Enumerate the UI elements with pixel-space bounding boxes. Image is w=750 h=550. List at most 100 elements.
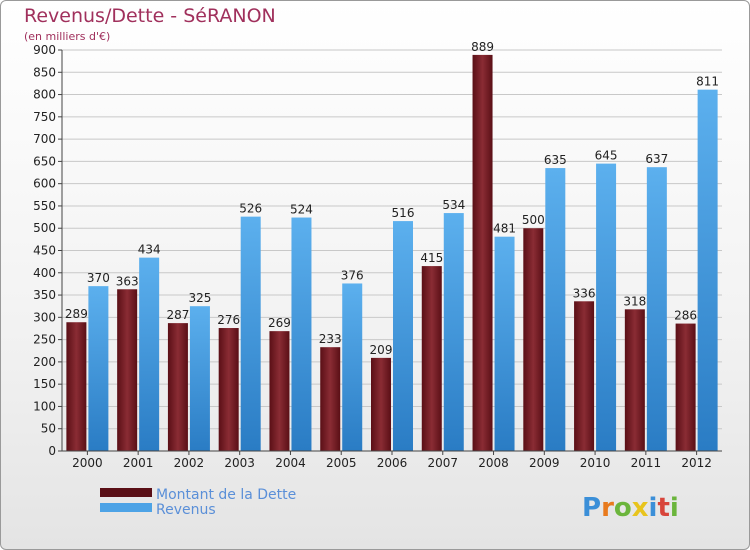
bar-debt-2003: [218, 328, 239, 451]
y-tick-label: 450: [33, 244, 56, 258]
legend-label-revenus: Revenus: [156, 502, 216, 518]
value-label-revenus-2006: 516: [392, 206, 415, 220]
x-tick-label-2002: 2002: [174, 456, 205, 470]
legend-label-debt: Montant de la Dette: [156, 487, 296, 503]
y-tick-label: 750: [33, 110, 56, 124]
x-tick-label-2011: 2011: [631, 456, 662, 470]
bar-revenus-2002: [189, 306, 210, 451]
y-tick-label: 300: [33, 310, 56, 324]
value-label-revenus-2008: 481: [493, 222, 516, 236]
value-label-revenus-2000: 370: [87, 271, 110, 285]
y-tick-label: 150: [33, 377, 56, 391]
value-label-debt-2004: 269: [268, 316, 291, 330]
value-label-revenus-2007: 534: [442, 198, 465, 212]
value-label-debt-2005: 233: [319, 332, 342, 346]
value-label-debt-2003: 276: [217, 313, 240, 327]
value-label-revenus-2001: 434: [138, 243, 161, 257]
y-tick-label: 550: [33, 199, 56, 213]
bar-revenus-2012: [697, 89, 718, 451]
chart-subtitle: (en milliers d'€): [24, 30, 110, 43]
x-axis-ticks: 2000 2001 2002 2003 2004 2005 2006 2007 2008 2009…: [72, 451, 712, 470]
x-tick-label-2009: 2009: [529, 456, 560, 470]
proxiti-logo: Proxiti: [582, 493, 679, 523]
bar-debt-2000: [66, 322, 87, 451]
y-tick-label: 900: [33, 43, 56, 57]
bar-revenus-2009: [545, 168, 566, 452]
y-tick-label: 0: [48, 444, 56, 458]
bar-debt-2006: [371, 357, 391, 451]
bar-debt-2009: [523, 228, 544, 451]
bar-debt-2001: [117, 289, 138, 451]
value-label-revenus-2004: 524: [290, 203, 313, 217]
value-label-debt-2009: 500: [522, 213, 545, 227]
chart-title: Revenus/Dette - SéRANON: [24, 5, 276, 27]
legend: Montant de la Dette Revenus: [100, 487, 296, 518]
y-tick-label: 700: [33, 132, 56, 146]
y-tick-label: 200: [33, 355, 56, 369]
y-axis-ticks: 0 50 100 150 200 250 300 350 400 450 500 550 600 650 7…: [33, 43, 62, 458]
bar-debt-2011: [624, 309, 645, 451]
y-tick-label: 250: [33, 333, 56, 347]
x-tick-label-2006: 2006: [377, 456, 408, 470]
value-label-debt-2008: 889: [471, 40, 494, 54]
x-tick-label-2008: 2008: [478, 456, 509, 470]
bars: [66, 54, 718, 452]
bar-revenus-2004: [291, 217, 312, 451]
legend-swatch-debt: [100, 488, 152, 497]
value-label-revenus-2003: 526: [239, 202, 262, 216]
bar-debt-2005: [320, 347, 341, 451]
bar-revenus-2001: [139, 257, 160, 451]
bar-revenus-2007: [443, 213, 464, 451]
x-tick-label-2003: 2003: [224, 456, 255, 470]
bar-debt-2012: [675, 323, 696, 451]
value-label-revenus-2009: 635: [544, 153, 567, 167]
bar-revenus-2005: [342, 283, 363, 451]
value-label-revenus-2011: 637: [645, 152, 668, 166]
value-label-debt-2012: 286: [674, 309, 697, 323]
gridlines: [62, 49, 722, 452]
y-tick-label: 600: [33, 177, 56, 191]
bar-debt-2002: [167, 323, 188, 451]
bar-revenus-2010: [596, 163, 617, 451]
bar-revenus-2000: [88, 286, 109, 451]
value-label-revenus-2005: 376: [341, 268, 364, 282]
x-tick-label-2000: 2000: [72, 456, 103, 470]
value-label-debt-2001: 363: [116, 274, 139, 288]
x-tick-label-2010: 2010: [580, 456, 611, 470]
y-tick-label: 100: [33, 399, 56, 413]
bar-revenus-2011: [646, 167, 667, 452]
bar-debt-2007: [421, 266, 442, 451]
bar-debt-2008: [472, 54, 493, 451]
x-tick-label-2004: 2004: [275, 456, 306, 470]
value-label-debt-2000: 289: [65, 307, 88, 321]
legend-swatch-revenus: [100, 503, 152, 512]
y-tick-label: 500: [33, 221, 56, 235]
value-labels: 289 370 363 434 287 325 276 526 269 524 233 376 209 5…: [65, 40, 719, 357]
x-tick-label-2007: 2007: [427, 456, 458, 470]
value-label-revenus-2012: 811: [696, 75, 719, 89]
y-tick-label: 800: [33, 88, 56, 102]
bar-revenus-2003: [240, 216, 261, 451]
value-label-debt-2007: 415: [420, 251, 443, 265]
y-tick-label: 350: [33, 288, 56, 302]
x-tick-label-2001: 2001: [123, 456, 154, 470]
value-label-debt-2002: 287: [166, 308, 189, 322]
value-label-debt-2010: 336: [573, 286, 596, 300]
x-tick-label-2005: 2005: [326, 456, 357, 470]
bar-debt-2004: [269, 331, 290, 451]
value-label-revenus-2010: 645: [595, 149, 618, 163]
y-tick-label: 650: [33, 154, 56, 168]
y-tick-label: 850: [33, 65, 56, 79]
value-label-debt-2006: 209: [370, 343, 393, 357]
value-label-revenus-2002: 325: [188, 291, 211, 305]
bar-revenus-2006: [393, 221, 413, 451]
y-tick-label: 50: [41, 422, 56, 436]
y-tick-label: 400: [33, 266, 56, 280]
logo-text: Proxiti: [582, 493, 679, 523]
value-label-debt-2011: 318: [623, 294, 646, 308]
bar-debt-2010: [574, 301, 595, 451]
x-tick-label-2012: 2012: [681, 456, 712, 470]
bar-revenus-2008: [494, 236, 515, 451]
